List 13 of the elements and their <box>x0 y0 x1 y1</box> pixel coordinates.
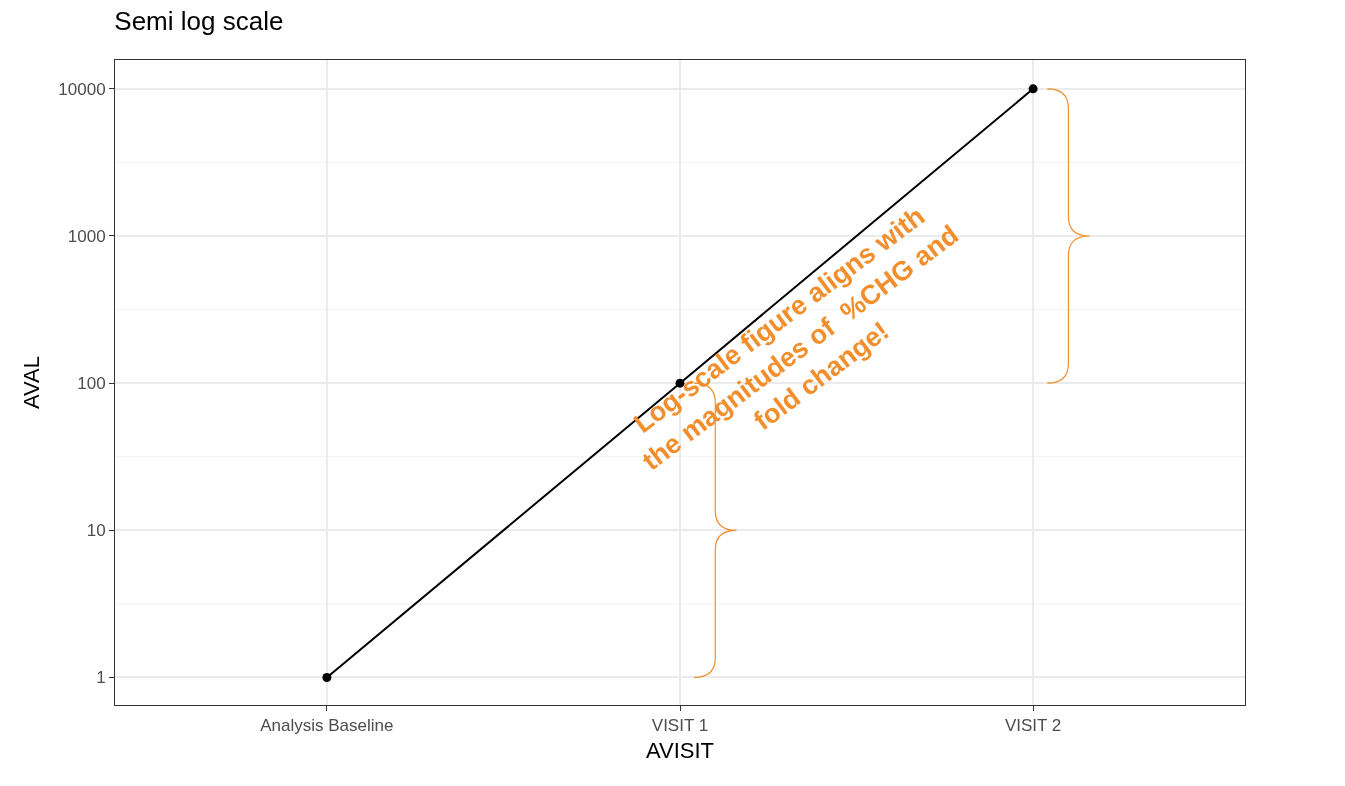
y-tick-label: 100 <box>77 374 106 394</box>
chart-title: Semi log scale <box>114 5 284 36</box>
x-tick-label: VISIT 2 <box>1004 716 1062 736</box>
point <box>322 672 332 682</box>
x-tick-label: VISIT 1 <box>651 716 709 736</box>
x-tick-label: Analysis Baseline <box>260 716 394 736</box>
point <box>1028 84 1038 94</box>
y-tick-label: 10 <box>86 521 106 541</box>
y-axis-title: AVAL <box>19 356 45 409</box>
x-axis-title: AVISIT <box>645 738 715 764</box>
y-tick-label: 10000 <box>58 79 106 99</box>
y-tick-label: 1000 <box>67 226 106 246</box>
y-tick-label: 1 <box>96 668 106 688</box>
